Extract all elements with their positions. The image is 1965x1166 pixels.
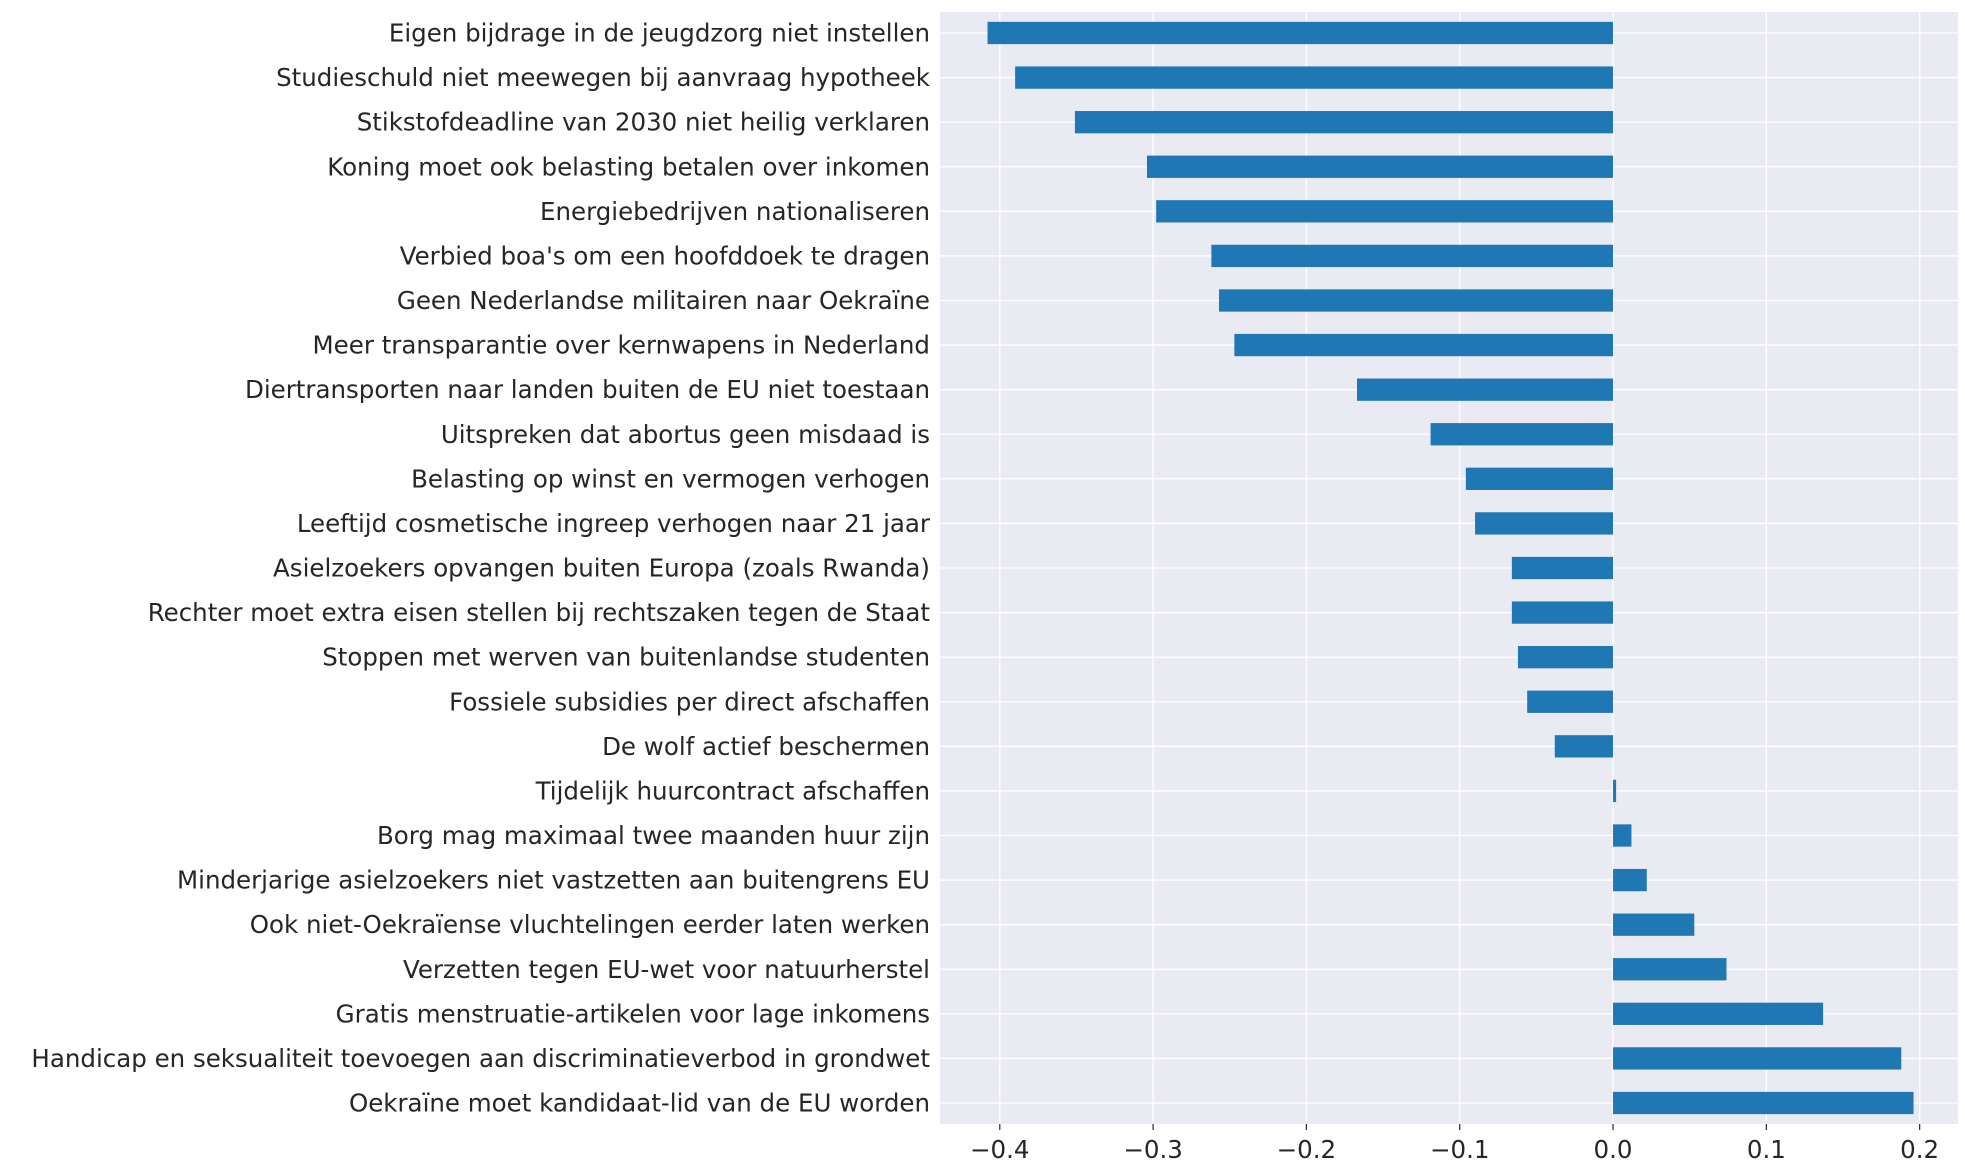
category-label: Belasting op winst en vermogen verhogen [411, 464, 930, 493]
category-label: Verzetten tegen EU-wet voor natuurherste… [403, 955, 930, 984]
bar [1074, 111, 1614, 134]
bar [1613, 958, 1727, 981]
bar-layer [987, 21, 1914, 1115]
bar [1613, 1002, 1824, 1025]
bar [1554, 735, 1614, 758]
category-label: Asielzoekers opvangen buiten Europa (zoa… [273, 554, 930, 583]
bar [1357, 378, 1614, 401]
bar [1613, 824, 1632, 847]
bar [1430, 423, 1614, 446]
category-label: De wolf actief beschermen [602, 732, 930, 761]
bar [1527, 690, 1614, 713]
bar [1146, 155, 1614, 178]
category-label: Ook niet-Oekraïense vluchtelingen eerder… [250, 910, 930, 939]
category-label: Energiebedrijven nationaliseren [540, 197, 930, 226]
category-label: Diertransporten naar landen buiten de EU… [245, 375, 930, 404]
bar [1613, 868, 1647, 892]
bar [1517, 646, 1614, 669]
bar [1613, 913, 1695, 936]
category-labels: Eigen bijdrage in de jeugdzorg niet inst… [31, 19, 931, 1118]
bar [1211, 244, 1614, 268]
bar [1613, 1091, 1914, 1115]
category-label: Stikstofdeadline van 2030 niet heilig ve… [357, 108, 930, 137]
x-tick-label: −0.3 [1123, 1135, 1183, 1164]
category-label: Minderjarige asielzoekers niet vastzette… [177, 866, 930, 895]
category-label: Borg mag maximaal twee maanden huur zijn [377, 821, 930, 850]
category-label: Meer transparantie over kernwapens in Ne… [313, 331, 930, 360]
category-label: Fossiele subsidies per direct afschaffen [449, 687, 930, 716]
category-label: Leeftijd cosmetische ingreep verhogen na… [297, 509, 931, 538]
bar [987, 21, 1614, 45]
category-label: Eigen bijdrage in de jeugdzorg niet inst… [389, 19, 930, 48]
x-tick-label: −0.1 [1430, 1135, 1490, 1164]
category-label: Geen Nederlandse militairen naar Oekraïn… [397, 286, 930, 315]
category-label: Handicap en seksualiteit toevoegen aan d… [31, 1044, 930, 1073]
category-label: Uitspreken dat abortus geen misdaad is [441, 420, 930, 449]
x-axis-ticks: −0.4 −0.3 −0.2 −0.1 0.0 0.1 0.2 [970, 1124, 1939, 1164]
bar [1234, 333, 1614, 357]
x-tick-label: 0.1 [1747, 1135, 1786, 1164]
category-label: Rechter moet extra eisen stellen bij rec… [148, 598, 931, 627]
category-label: Oekraïne moet kandidaat-lid van de EU wo… [349, 1089, 930, 1118]
category-label: Koning moet ook belasting betalen over i… [327, 152, 930, 181]
x-tick-label: 0.2 [1900, 1135, 1939, 1164]
category-label: Gratis menstruatie-artikelen voor lage i… [336, 999, 930, 1028]
category-label: Studieschuld niet meewegen bij aanvraag … [276, 63, 931, 92]
bar [1475, 512, 1614, 535]
bar [1015, 66, 1614, 89]
bar [1219, 289, 1614, 312]
bar [1465, 467, 1614, 490]
bar [1511, 556, 1614, 580]
x-tick-label: −0.2 [1277, 1135, 1337, 1164]
bar [1511, 601, 1614, 624]
category-label: Stoppen met werven van buitenlandse stud… [322, 643, 930, 672]
bar [1156, 200, 1614, 223]
x-tick-label: 0.0 [1594, 1135, 1633, 1164]
category-label: Tijdelijk huurcontract afschaffen [535, 776, 930, 805]
x-tick-label: −0.4 [970, 1135, 1030, 1164]
bar [1613, 1047, 1902, 1070]
category-label: Verbied boa's om een hoofddoek te dragen [400, 241, 930, 270]
bar [1613, 779, 1617, 803]
